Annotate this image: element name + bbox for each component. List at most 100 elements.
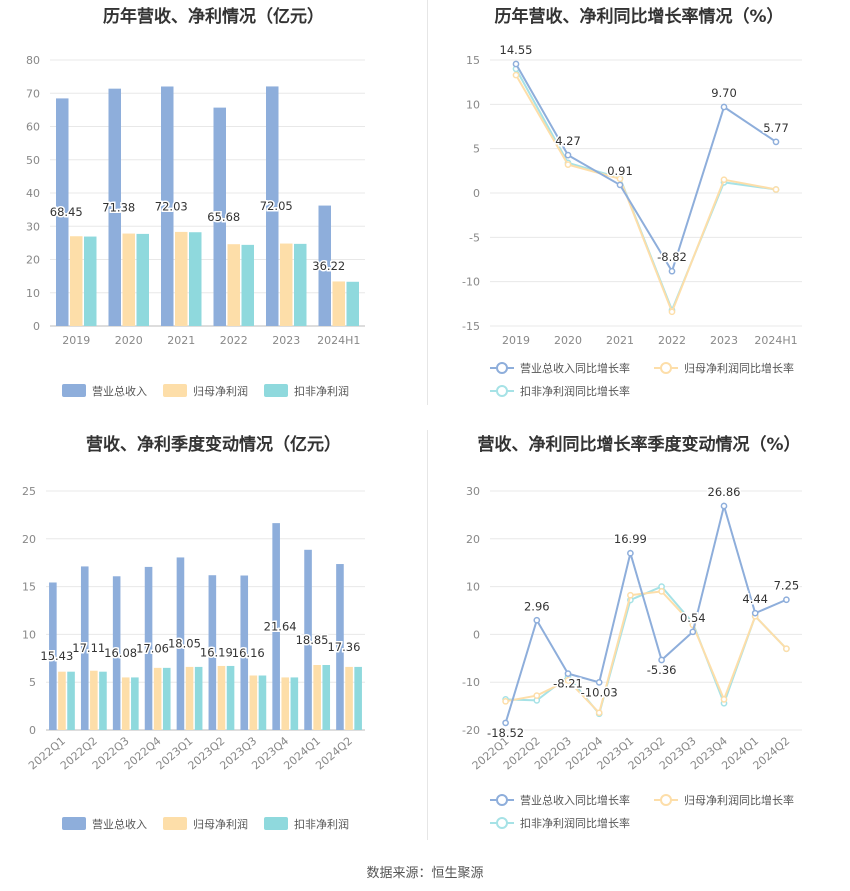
bar-2	[241, 244, 254, 326]
series-point-0	[751, 609, 759, 617]
bar-2	[67, 671, 75, 730]
bar-1	[58, 671, 66, 730]
legend-swatch	[264, 384, 288, 397]
data-label: 7.25	[774, 579, 800, 593]
legend-marker	[496, 362, 508, 374]
bar-2	[194, 666, 203, 730]
bar-1	[345, 666, 353, 730]
series-line-2	[515, 68, 777, 313]
data-label: 16.19	[200, 646, 233, 660]
series-point-0	[616, 181, 624, 189]
bar-2	[226, 665, 235, 730]
x-tick-label: 2020	[554, 334, 582, 347]
data-label: 4.27	[555, 134, 581, 148]
series-point-1	[616, 175, 624, 183]
series-point-0	[720, 502, 728, 510]
bar-0	[272, 523, 280, 730]
y-tick-label: -10	[462, 276, 480, 289]
series-line-1	[515, 74, 777, 315]
legend-marker	[496, 385, 508, 397]
series-point-0	[772, 138, 780, 146]
series-point-1	[627, 591, 634, 599]
data-label: 18.05	[168, 637, 201, 651]
quarterly-growth-chart: 营收、净利同比增长率季度变动情况（%） -20 -10 0 10 20 30 2022Q1 20…	[428, 425, 850, 850]
legend-marker	[660, 794, 672, 806]
data-label: 0.91	[607, 164, 633, 178]
series-point-0	[502, 719, 509, 727]
bar-2	[131, 677, 139, 730]
bar-1	[90, 670, 98, 730]
bar-2	[99, 671, 107, 730]
data-label: 36.22	[312, 259, 345, 273]
bar-1	[313, 664, 321, 730]
vertical-divider	[427, 0, 428, 405]
y-tick-label: 0	[29, 724, 36, 737]
bar-2	[346, 281, 359, 326]
y-tick-label: -20	[462, 724, 480, 737]
y-tick-label: 20	[466, 533, 480, 546]
y-tick-label: 5	[473, 143, 480, 156]
chart-title: 营收、净利同比增长率季度变动情况（%）	[477, 434, 800, 455]
data-label: 9.70	[711, 86, 737, 100]
annual-growth-chart: 历年营收、净利同比增长率情况（%） -15 -10 -5 0 5 10 15 2019 2020 2…	[428, 0, 850, 410]
bar-0	[56, 98, 69, 326]
bar-1	[153, 667, 162, 730]
y-tick-label: 20	[22, 533, 36, 546]
y-tick-label: 0	[33, 320, 40, 333]
bar-0	[144, 566, 153, 730]
bar-0	[112, 576, 121, 730]
series-point-1	[502, 697, 509, 705]
bar-2	[290, 677, 299, 730]
series-line-0	[515, 63, 777, 274]
x-tick-label: 2024H1	[317, 334, 360, 347]
data-label: -8.82	[657, 250, 687, 264]
bar-1	[217, 665, 226, 730]
vertical-divider-lower	[427, 430, 428, 840]
y-tick-label: -10	[462, 676, 480, 689]
legend-label: 营业总收入	[92, 384, 147, 398]
chart-title: 营收、净利季度变动情况（亿元）	[86, 434, 341, 455]
y-tick-label: 80	[26, 54, 40, 67]
legend-label: 扣非净利润同比增长率	[520, 816, 630, 830]
annual-growth-chart-svg: 历年营收、净利同比增长率情况（%） -15 -10 -5 0 5 10 15 2019 2020 2…	[462, 6, 802, 398]
data-label: 0.54	[680, 611, 706, 625]
series-point-1	[658, 588, 665, 595]
series-point-0	[564, 151, 572, 159]
series-point-0	[627, 549, 634, 557]
chart-title: 历年营收、净利情况（亿元）	[103, 6, 324, 27]
legend-swatch	[264, 817, 288, 830]
series-point-1	[720, 176, 728, 184]
legend-label: 扣非净利润	[294, 384, 349, 398]
data-label: 5.77	[763, 121, 789, 135]
y-tick-label: 70	[26, 87, 40, 100]
bar-1	[175, 231, 188, 326]
x-tick-label: 2019	[502, 334, 530, 347]
x-tick-label: 2019	[62, 334, 90, 347]
series-point-1	[564, 161, 572, 168]
data-source-footer: 数据来源：恒生聚源	[366, 866, 484, 881]
data-label: 16.99	[614, 532, 647, 546]
x-tick-label: 2022	[220, 334, 248, 347]
legend-label: 营业总收入	[92, 817, 147, 831]
bar-1	[249, 675, 258, 730]
bar-2	[258, 675, 267, 730]
series-point-1	[772, 186, 780, 193]
bar-0	[49, 582, 57, 730]
y-tick-label: -15	[462, 320, 480, 333]
data-label: 15.43	[40, 649, 73, 663]
quarterly-bar-chart-svg: 营收、净利季度变动情况（亿元）05101520252022Q12022Q2202…	[22, 434, 365, 831]
bar-2	[322, 664, 331, 730]
bar-1	[227, 244, 240, 326]
bar-2	[354, 666, 362, 730]
x-tick-label: 2024H1	[754, 334, 797, 347]
legend-marker	[660, 362, 672, 374]
legend-label: 扣非净利润同比增长率	[520, 384, 630, 398]
series-point-0	[668, 267, 676, 275]
y-tick-label: 10	[22, 628, 36, 641]
legend-label: 营业总收入同比增长率	[520, 361, 630, 375]
data-label: 18.85	[296, 633, 329, 647]
bar-0	[108, 88, 121, 326]
y-tick-label: 0	[473, 187, 480, 200]
series-line-1	[505, 590, 788, 715]
data-label: -5.36	[647, 663, 677, 677]
